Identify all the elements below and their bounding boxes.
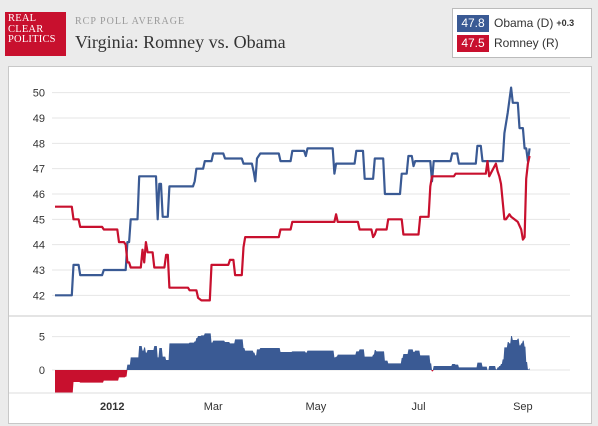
spread-area-obama bbox=[55, 333, 530, 370]
xtick-label-2012: 2012 bbox=[100, 401, 124, 413]
ytick-label-47: 47 bbox=[33, 164, 45, 176]
series-line-romney bbox=[55, 155, 531, 302]
legend-item-obama[interactable]: 47.8 Obama (D) +0.3 bbox=[457, 14, 574, 32]
spread-area-romney bbox=[55, 370, 530, 394]
logo-line-1: REAL bbox=[8, 13, 37, 24]
chart-title: Virginia: Romney vs. Obama bbox=[75, 32, 286, 52]
ytick-label-42: 42 bbox=[33, 290, 45, 302]
chart-supertitle: RCP POLL AVERAGE bbox=[75, 16, 186, 27]
spread-ytick-label-5: 5 bbox=[39, 332, 45, 344]
ytick-label-43: 43 bbox=[33, 265, 45, 277]
legend-change-obama: +0.3 bbox=[556, 18, 575, 28]
legend-name-obama: Obama (D) bbox=[494, 16, 554, 30]
xtick-label-mar: Mar bbox=[204, 401, 223, 413]
rcp-logo: REAL CLEAR POLITICS bbox=[5, 12, 66, 56]
legend-value-romney: 47.5 bbox=[457, 34, 489, 52]
legend-name-romney: Romney (R) bbox=[494, 36, 559, 50]
ytick-label-46: 46 bbox=[33, 189, 45, 201]
ytick-label-49: 49 bbox=[33, 113, 45, 125]
ytick-label-44: 44 bbox=[33, 240, 45, 252]
ytick-label-45: 45 bbox=[33, 214, 45, 226]
xtick-label-sep: Sep bbox=[513, 401, 533, 413]
logo-line-3: POLITICS bbox=[8, 34, 56, 45]
legend-value-obama: 47.8 bbox=[457, 14, 489, 32]
ytick-label-50: 50 bbox=[33, 88, 45, 100]
series-line-obama bbox=[55, 86, 531, 297]
spread-ytick-label-0: 0 bbox=[39, 365, 45, 377]
legend: 47.8 Obama (D) +0.3 47.5 Romney (R) bbox=[452, 8, 592, 58]
xtick-label-jul: Jul bbox=[411, 401, 425, 413]
legend-item-romney[interactable]: 47.5 Romney (R) bbox=[457, 34, 562, 52]
logo-line-2: CLEAR bbox=[8, 23, 44, 35]
xtick-label-may: May bbox=[305, 401, 326, 413]
ytick-label-48: 48 bbox=[33, 138, 45, 150]
